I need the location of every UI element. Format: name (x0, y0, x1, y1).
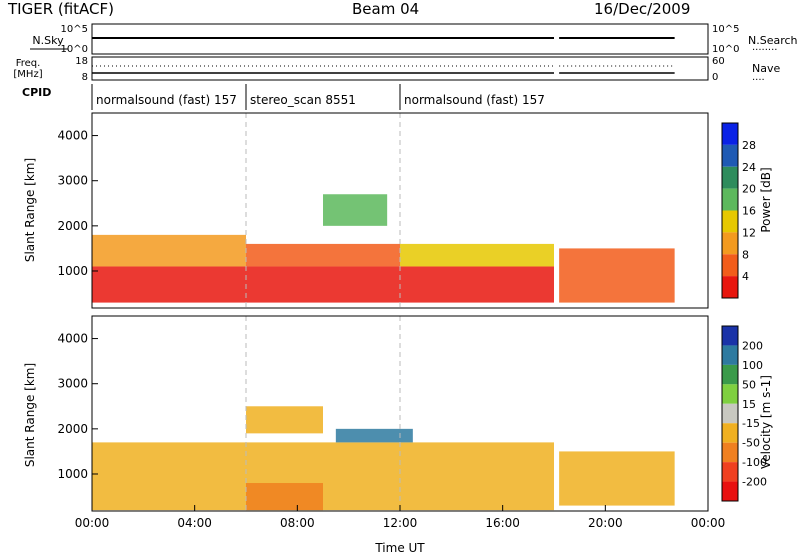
nsky-label: N.Sky (32, 34, 64, 47)
freq-tick-bottom: 8 (82, 72, 88, 83)
x-tick-label-0: 00:00 (75, 516, 110, 530)
velocity-colorbar-swatch-5 (722, 423, 738, 443)
power-colorbar-swatch-4 (722, 210, 738, 233)
power-panel-region-2 (246, 243, 400, 267)
velocity-colorbar-tick-label-4: -15 (742, 417, 760, 430)
power-panel-region-1 (92, 234, 246, 267)
power-colorbar-tick-label-4: 12 (742, 226, 756, 239)
freq-label-line1: Freq. (16, 58, 41, 69)
nave-label: Nave (752, 62, 780, 75)
power-colorbar-tick-label-2: 20 (742, 183, 756, 196)
velocity-panel-ytick-label-1: 2000 (57, 422, 88, 436)
x-tick-label-5: 20:00 (588, 516, 623, 530)
velocity-panel: Slant Range [km] 1000 2000 3000 4000 (23, 315, 709, 512)
x-tick-label-1: 04:00 (177, 516, 212, 530)
velocity-colorbar-tick-label-5: -50 (742, 437, 760, 450)
power-colorbar-label: Power [dB] (759, 167, 773, 232)
velocity-colorbar-swatch-7 (722, 462, 738, 482)
power-panel-region-0 (92, 266, 554, 303)
power-colorbar-tick-label-5: 8 (742, 248, 749, 261)
power-panel-region-3 (400, 243, 554, 267)
power-colorbar-tick-label-0: 28 (742, 139, 756, 152)
velocity-colorbar-tick-label-3: 15 (742, 398, 756, 411)
nave-marker: .... (752, 72, 765, 83)
power-panel: Slant Range [km] 1000 2000 3000 4000 (23, 112, 709, 309)
velocity-colorbar: Velocity [m s-1] 200 100 50 15 -15 -50 -100 -20… (721, 325, 773, 502)
velocity-colorbar-swatch-0 (722, 326, 738, 346)
velocity-panel-region-3 (335, 428, 413, 443)
nsky-strip: N.Sky 10^5 10^0 10^5 10^0 N.Search .....… (30, 23, 798, 55)
nsky-tick-top: 10^5 (61, 24, 88, 35)
nave-tick-bottom: 0 (712, 72, 718, 83)
power-colorbar-swatch-5 (722, 232, 738, 255)
x-tick-label-4: 16:00 (485, 516, 520, 530)
freq-trace (92, 65, 675, 74)
power-colorbar-tick-label-3: 16 (742, 205, 756, 218)
header-beam: Beam 04 (352, 0, 420, 18)
power-panel-ytick-label-2: 3000 (57, 174, 88, 188)
cpid-strip: CPID normalsound (fast) 157 stereo_scan 8… (22, 84, 545, 110)
power-colorbar-swatch-7 (722, 276, 738, 298)
cpid-segment-label-1: stereo_scan 8551 (250, 93, 356, 107)
power-ylabel: Slant Range [km] (23, 158, 37, 262)
cpid-segment-label-0: normalsound (fast) 157 (96, 93, 237, 107)
power-colorbar: Power [dB] 28 24 20 16 12 8 4 (721, 122, 773, 299)
header-radar-name: TIGER (fitACF) (8, 0, 115, 18)
power-panel-ytick-label-3: 4000 (57, 129, 88, 143)
nsky-tick-bottom: 10^0 (61, 44, 88, 55)
velocity-panel-ytick-label-2: 3000 (57, 377, 88, 391)
velocity-panel-ytick-label-3: 4000 (57, 332, 88, 346)
power-colorbar-frame (721, 122, 739, 299)
power-panel-ytick-label-1: 2000 (57, 219, 88, 233)
velocity-panel-ytick-label-0: 1000 (57, 467, 88, 481)
velocity-colorbar-swatch-8 (722, 481, 738, 501)
power-colorbar-swatch-1 (722, 144, 738, 167)
velocity-colorbar-swatch-6 (722, 442, 738, 463)
freq-strip: Freq. [MHz] 18 8 60 0 Nave .... (13, 56, 780, 83)
nsearch-label: N.Search (748, 34, 798, 47)
cpid-segment-label-2: normalsound (fast) 157 (404, 93, 545, 107)
x-tick-label-2: 08:00 (280, 516, 315, 530)
velocity-colorbar-tick-label-2: 50 (742, 378, 756, 391)
power-colorbar-tick-label-1: 24 (742, 161, 756, 174)
nave-tick-top: 60 (712, 56, 725, 67)
velocity-colorbar-tick-label-1: 100 (742, 359, 763, 372)
velocity-colorbar-swatch-3 (722, 384, 738, 404)
cpid-label: CPID (22, 86, 51, 99)
power-panel-frame (91, 112, 709, 309)
time-axis: Time UT 00:00 04:00 08:00 12:00 16:00 20:00 00… (75, 505, 726, 554)
velocity-panel-region-4 (246, 406, 323, 434)
freq-tick-top: 18 (75, 56, 88, 67)
power-panel-region-4 (323, 194, 388, 226)
power-colorbar-swatch-0 (722, 123, 738, 145)
velocity-colorbar-frame (721, 325, 739, 502)
velocity-colorbar-tick-label-0: 200 (742, 339, 763, 352)
velocity-ylabel: Slant Range [km] (23, 363, 37, 467)
x-tick-label-6: 00:00 (691, 516, 726, 530)
power-colorbar-swatch-2 (722, 166, 738, 189)
velocity-colorbar-tick-label-7: -200 (742, 476, 767, 489)
nsearch-tick-bottom: 10^0 (712, 44, 739, 55)
nsearch-marker: ........ (752, 42, 777, 53)
x-tick-label-3: 12:00 (383, 516, 418, 530)
freq-label-line2: [MHz] (13, 69, 42, 80)
power-panel-ytick-label-0: 1000 (57, 264, 88, 278)
power-panel-region-5 (559, 248, 675, 303)
power-colorbar-swatch-6 (722, 254, 738, 277)
velocity-colorbar-swatch-1 (722, 345, 738, 365)
velocity-colorbar-swatch-2 (722, 364, 738, 385)
velocity-panel-region-1 (559, 451, 675, 506)
cpid-segments: normalsound (fast) 157 stereo_scan 8551 no… (91, 84, 545, 110)
velocity-panel-region-2 (246, 483, 323, 511)
header-date: 16/Dec/2009 (594, 0, 691, 18)
nsearch-tick-top: 10^5 (712, 24, 739, 35)
power-colorbar-tick-label-6: 4 (742, 270, 749, 283)
power-colorbar-swatch-3 (722, 188, 738, 211)
velocity-colorbar-swatch-4 (722, 403, 738, 424)
x-axis-title: Time UT (374, 541, 425, 554)
velocity-colorbar-label: Velocity [m s-1] (759, 375, 773, 469)
velocity-colorbar-tick-label-6: -100 (742, 456, 767, 469)
